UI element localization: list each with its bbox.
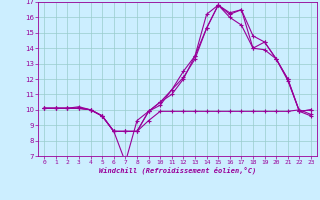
X-axis label: Windchill (Refroidissement éolien,°C): Windchill (Refroidissement éolien,°C) <box>99 167 256 174</box>
